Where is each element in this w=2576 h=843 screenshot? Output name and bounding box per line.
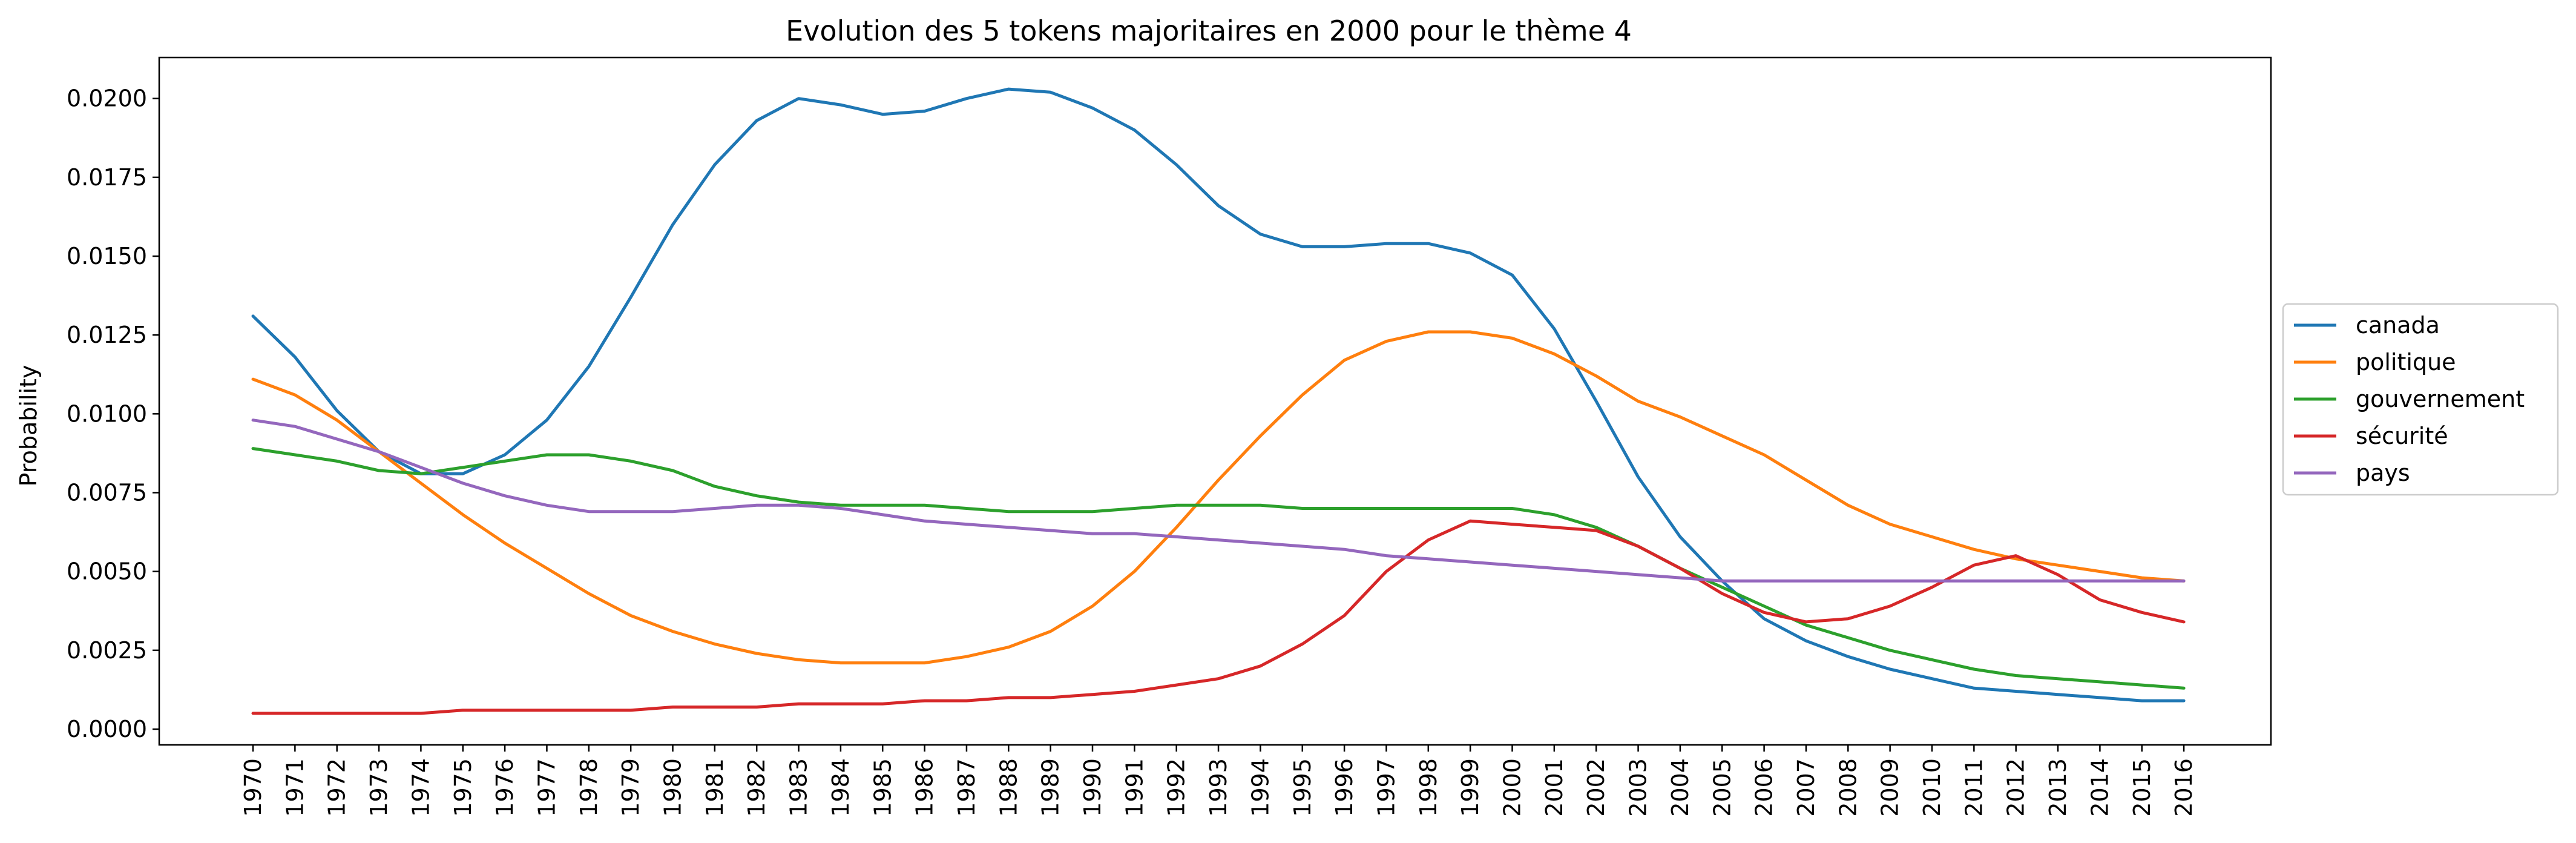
series-line-politique bbox=[251, 330, 2186, 665]
x-tick-label: 2004 bbox=[1667, 758, 1694, 817]
x-tick-label: 1998 bbox=[1415, 758, 1442, 817]
series-line-securite bbox=[251, 519, 2186, 715]
x-tick-label: 1980 bbox=[660, 758, 686, 817]
series-line-canada bbox=[251, 87, 2186, 702]
x-tick-label: 1973 bbox=[366, 758, 392, 817]
x-tick-label: 1978 bbox=[576, 758, 602, 817]
y-tick-label: 0.0200 bbox=[67, 85, 147, 112]
y-tick-label: 0.0100 bbox=[67, 400, 147, 427]
x-tick-label: 1987 bbox=[953, 758, 980, 817]
y-tick-label: 0.0075 bbox=[67, 479, 147, 506]
x-tick-label: 2011 bbox=[1960, 758, 1987, 817]
x-tick-label: 1985 bbox=[869, 758, 896, 817]
x-tick-label: 2007 bbox=[1793, 758, 1819, 817]
x-tick-label: 2015 bbox=[2129, 758, 2155, 817]
x-tick-label: 1993 bbox=[1205, 758, 1232, 817]
x-tick-label: 1997 bbox=[1373, 758, 1399, 817]
x-tick-label: 1999 bbox=[1457, 758, 1484, 817]
x-tick-label: 2012 bbox=[2003, 758, 2029, 817]
y-axis-label: Probability bbox=[15, 365, 42, 487]
x-tick-label: 1979 bbox=[617, 758, 644, 817]
x-tick-label: 1992 bbox=[1163, 758, 1190, 817]
x-tick-label: 2014 bbox=[2086, 758, 2113, 817]
x-tick-label: 1982 bbox=[743, 758, 770, 817]
x-tick-label: 1994 bbox=[1247, 758, 1273, 817]
legend: canada politique gouvernement sécurité pays bbox=[2282, 303, 2559, 496]
y-tick-label: 0.0000 bbox=[67, 716, 147, 742]
x-tick-label: 1990 bbox=[1079, 758, 1106, 817]
x-tick-label: 2010 bbox=[1919, 758, 1945, 817]
plot-frame bbox=[158, 56, 2272, 746]
series-line-gouvernement bbox=[251, 447, 2186, 690]
x-tick-label: 1986 bbox=[912, 758, 938, 817]
x-tick-label: 2008 bbox=[1835, 758, 1861, 817]
x-tick-label: 1989 bbox=[1037, 758, 1064, 817]
x-tick-label: 2002 bbox=[1583, 758, 1609, 817]
x-tick-label: 2005 bbox=[1709, 758, 1735, 817]
x-tick-label: 2009 bbox=[1877, 758, 1904, 817]
y-tick-label: 0.0050 bbox=[67, 558, 147, 585]
x-tick-label: 2000 bbox=[1499, 758, 1526, 817]
x-tick-label: 1991 bbox=[1121, 758, 1148, 817]
y-tick-label: 0.0175 bbox=[67, 164, 147, 191]
legend-label-gouvernement: gouvernement bbox=[2356, 386, 2525, 412]
x-tick-label: 1996 bbox=[1331, 758, 1358, 817]
x-tick-label: 2013 bbox=[2045, 758, 2071, 817]
y-tick-label: 0.0150 bbox=[67, 243, 147, 269]
x-tick-label: 1984 bbox=[827, 758, 854, 817]
x-tick-label: 1970 bbox=[240, 758, 266, 817]
y-tick-label: 0.0025 bbox=[67, 637, 147, 664]
x-tick-label: 1976 bbox=[491, 758, 518, 817]
x-tick-label: 2003 bbox=[1625, 758, 1652, 817]
plot-series bbox=[251, 87, 2186, 715]
x-tick-label: 1983 bbox=[786, 758, 812, 817]
x-tick-label: 2001 bbox=[1541, 758, 1568, 817]
x-tick-label: 1972 bbox=[324, 758, 350, 817]
y-tick-label: 0.0125 bbox=[67, 322, 147, 348]
legend-label-securite: sécurité bbox=[2356, 423, 2448, 449]
x-tick-label: 1971 bbox=[281, 758, 308, 817]
chart-title: Evolution des 5 tokens majoritaires en 2… bbox=[786, 15, 1632, 47]
series-line-pays bbox=[251, 418, 2186, 583]
x-tick-label: 1975 bbox=[450, 758, 476, 817]
x-tick-label: 1981 bbox=[702, 758, 728, 817]
legend-label-canada: canada bbox=[2356, 312, 2440, 339]
x-tick-label: 1995 bbox=[1289, 758, 1316, 817]
x-tick-label: 1977 bbox=[533, 758, 560, 817]
x-axis-ticks: 1970 1971 1972 1973 1974 1975 1976 1977 1978 1979… bbox=[240, 745, 2197, 817]
x-tick-label: 1988 bbox=[995, 758, 1022, 817]
legend-label-politique: politique bbox=[2356, 349, 2456, 375]
legend-box bbox=[2282, 303, 2559, 496]
y-axis-ticks: 0.0000 0.0025 0.0050 0.0075 0.0100 0.0125 0.01… bbox=[67, 85, 159, 742]
x-tick-label: 2006 bbox=[1751, 758, 1778, 817]
x-tick-label: 1974 bbox=[407, 758, 434, 817]
legend-label-pays: pays bbox=[2356, 460, 2410, 486]
x-tick-label: 2016 bbox=[2170, 758, 2197, 817]
